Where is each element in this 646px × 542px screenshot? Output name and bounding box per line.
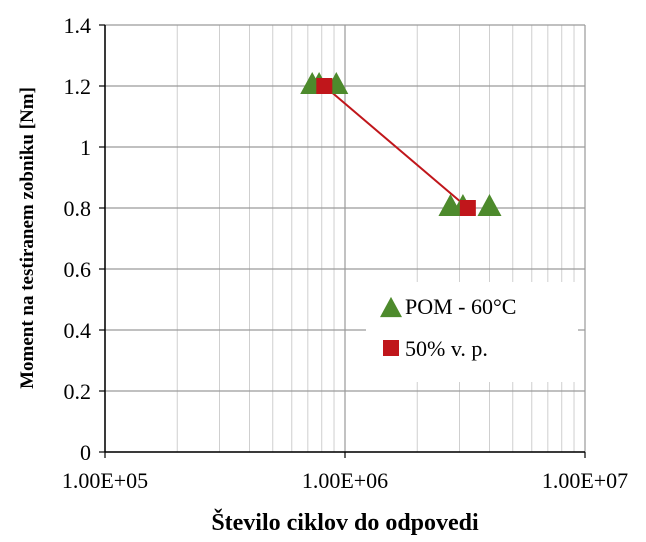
x-tick-label: 1.00E+07: [542, 468, 628, 493]
legend: POM - 60°C 50% v. p.: [366, 282, 578, 382]
data-point-square: [316, 78, 333, 94]
legend-marker-triangle: [380, 296, 402, 318]
data-point-square: [459, 200, 476, 216]
axes: [99, 24, 586, 458]
y-tick-label: 1.4: [64, 13, 92, 38]
series-layer: [300, 71, 502, 217]
y-axis-title: Moment na testiranem zobniku [Nm]: [17, 87, 38, 389]
y-tick-label: 1: [80, 135, 91, 160]
y-tick-label: 0.2: [64, 379, 92, 404]
legend-marker-square: [383, 340, 399, 356]
series-line-square: [323, 85, 469, 209]
y-tick-label: 0.6: [64, 257, 92, 282]
legend-box: [366, 282, 578, 382]
x-tick-label: 1.00E+05: [62, 468, 148, 493]
y-tick-label: 1.2: [64, 74, 92, 99]
data-point-triangle: [477, 193, 502, 217]
legend-items: POM - 60°C 50% v. p.: [380, 294, 516, 361]
y-tick-label: 0: [80, 440, 91, 465]
x-tick-label: 1.00E+06: [302, 468, 388, 493]
y-tick-label: 0.4: [64, 318, 92, 343]
x-axis-title: Število ciklov do odpovedi: [211, 509, 479, 536]
y-tick-label: 0.8: [64, 196, 92, 221]
tick-labels: 0 0.2 0.4 0.6 0.8 1 1.2 1.4 1.00E+05 1.00E+06 1.00…: [62, 13, 628, 493]
legend-label: POM - 60°C: [405, 294, 516, 319]
legend-label: 50% v. p.: [405, 336, 488, 361]
